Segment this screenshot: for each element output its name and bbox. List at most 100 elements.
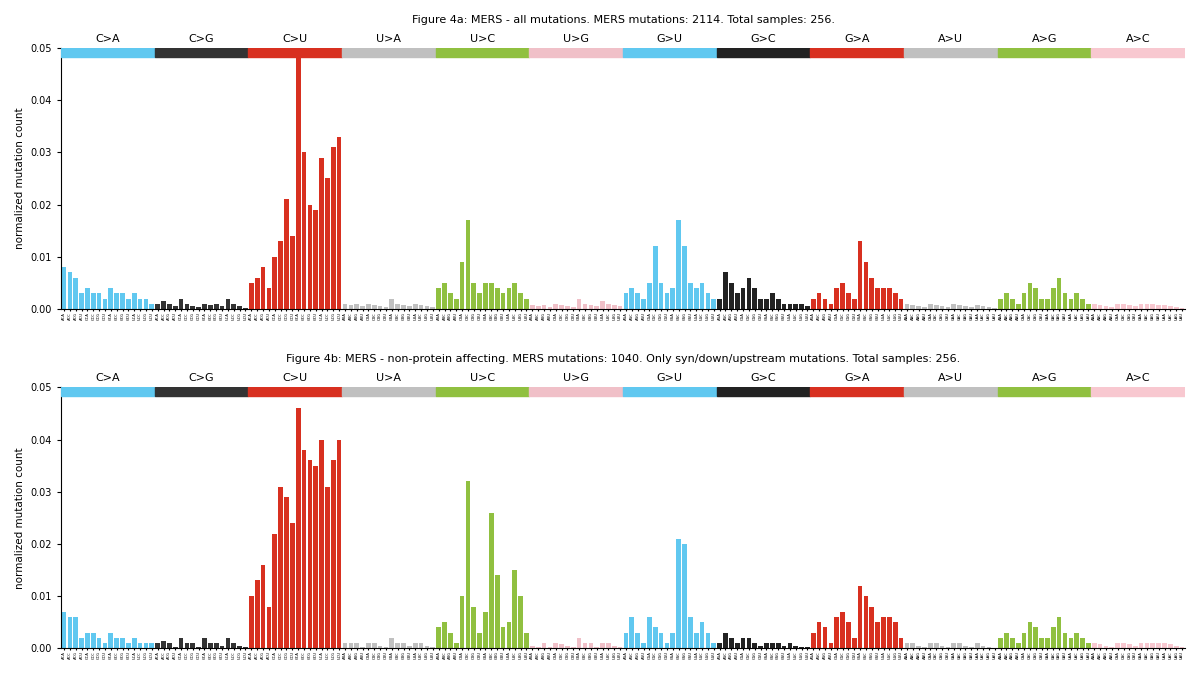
Bar xyxy=(583,304,587,309)
Bar xyxy=(442,622,446,648)
Bar xyxy=(1121,304,1126,309)
Bar xyxy=(67,272,72,309)
Bar xyxy=(718,643,722,648)
Bar xyxy=(395,643,400,648)
Bar xyxy=(1021,293,1026,309)
Bar xyxy=(1063,293,1067,309)
Bar xyxy=(407,307,412,309)
Bar xyxy=(958,305,962,309)
Bar xyxy=(559,305,564,309)
Bar xyxy=(974,643,979,648)
Bar xyxy=(734,293,739,309)
Bar xyxy=(810,388,904,396)
Bar xyxy=(623,388,716,396)
Bar xyxy=(653,247,658,309)
Bar xyxy=(986,307,991,309)
Bar xyxy=(536,307,540,309)
Bar xyxy=(278,241,283,309)
Bar xyxy=(395,304,400,309)
Bar xyxy=(700,283,704,309)
Bar xyxy=(290,523,295,648)
Bar xyxy=(126,299,131,309)
Bar xyxy=(155,304,160,309)
Bar xyxy=(811,633,816,648)
Bar xyxy=(1162,305,1166,309)
Bar xyxy=(144,299,149,309)
Bar xyxy=(858,586,863,648)
Bar xyxy=(529,48,623,57)
Bar xyxy=(1180,308,1184,309)
Bar xyxy=(641,643,646,648)
Bar xyxy=(372,305,377,309)
Bar xyxy=(694,288,698,309)
Bar xyxy=(1004,293,1009,309)
Bar xyxy=(594,647,599,648)
Bar xyxy=(278,487,283,648)
Text: G>C: G>C xyxy=(751,373,776,384)
Bar xyxy=(436,48,529,57)
Bar xyxy=(296,408,300,648)
Text: A>U: A>U xyxy=(938,373,964,384)
Bar xyxy=(1104,646,1109,648)
Bar xyxy=(541,305,546,309)
Text: A>C: A>C xyxy=(1126,373,1151,384)
Bar xyxy=(553,304,558,309)
Bar xyxy=(752,288,757,309)
Bar xyxy=(647,617,652,648)
Bar xyxy=(85,633,90,648)
Bar xyxy=(1145,304,1150,309)
Bar xyxy=(571,307,576,309)
Bar xyxy=(214,304,218,309)
Bar xyxy=(677,539,680,648)
Bar xyxy=(301,450,306,648)
Bar xyxy=(85,288,90,309)
Bar xyxy=(260,267,265,309)
Bar xyxy=(740,288,745,309)
Bar xyxy=(460,596,464,648)
Bar xyxy=(870,278,874,309)
Bar xyxy=(641,299,646,309)
Bar xyxy=(1151,304,1156,309)
Bar xyxy=(630,288,634,309)
Bar xyxy=(226,299,230,309)
Bar xyxy=(1110,647,1114,648)
Bar xyxy=(659,283,664,309)
Bar xyxy=(488,513,493,648)
Y-axis label: normalized mutation count: normalized mutation count xyxy=(14,108,25,249)
Bar xyxy=(1039,638,1044,648)
Bar xyxy=(150,304,154,309)
Bar xyxy=(917,646,920,648)
Bar xyxy=(899,299,904,309)
Bar xyxy=(179,299,184,309)
Bar xyxy=(799,304,804,309)
Bar xyxy=(472,607,476,648)
Bar xyxy=(1086,643,1091,648)
Bar xyxy=(724,272,728,309)
Bar xyxy=(488,283,493,309)
Bar xyxy=(694,633,698,648)
Bar xyxy=(167,643,172,648)
Text: G>U: G>U xyxy=(656,34,683,44)
Text: U>A: U>A xyxy=(377,373,401,384)
Bar xyxy=(565,646,570,648)
Bar xyxy=(682,544,686,648)
Bar xyxy=(354,304,359,309)
Bar xyxy=(682,247,686,309)
Bar xyxy=(1027,283,1032,309)
Text: A>G: A>G xyxy=(1032,34,1057,44)
Bar xyxy=(466,481,470,648)
Bar xyxy=(232,643,236,648)
Bar xyxy=(1086,304,1091,309)
Bar xyxy=(1010,638,1015,648)
Bar xyxy=(214,643,218,648)
Y-axis label: normalized mutation count: normalized mutation count xyxy=(14,447,25,588)
Bar xyxy=(905,304,910,309)
Bar xyxy=(734,643,739,648)
Bar xyxy=(1016,304,1020,309)
Bar xyxy=(208,305,212,309)
Bar xyxy=(998,638,1003,648)
Bar xyxy=(466,220,470,309)
Bar xyxy=(952,643,956,648)
Bar xyxy=(940,646,944,648)
Bar xyxy=(79,638,84,648)
